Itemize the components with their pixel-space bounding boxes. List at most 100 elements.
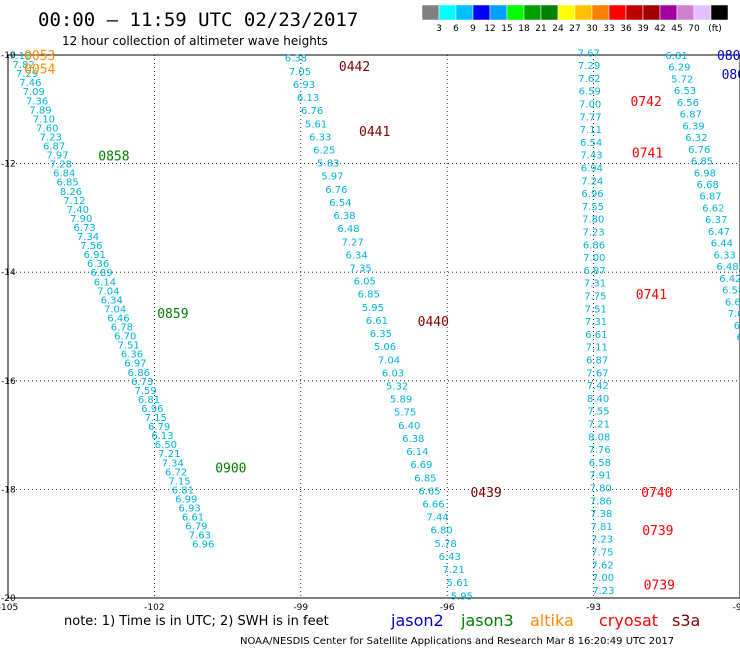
swh-value: 6.36 bbox=[121, 350, 143, 361]
legend-altika: altika bbox=[530, 611, 574, 630]
swh-value: 6.33 bbox=[309, 132, 331, 143]
swh-value: 7.91 bbox=[589, 471, 611, 482]
swh-value: 7.10 bbox=[33, 114, 55, 125]
swh-value: 7.63 bbox=[189, 531, 211, 542]
swh-value: 6.38 bbox=[402, 434, 424, 445]
units-note: note: 1) Time is in UTC; 2) SWH is in fe… bbox=[64, 614, 329, 629]
swh-value: 8.08 bbox=[588, 432, 610, 443]
swh-value: 6.69 bbox=[410, 460, 432, 471]
color-scale-label: 24 bbox=[552, 24, 564, 34]
color-swatch bbox=[693, 4, 712, 21]
swh-value: 7.00 bbox=[592, 573, 614, 584]
color-scale-label: 70 bbox=[688, 24, 700, 34]
swh-value: 7.00 bbox=[583, 253, 605, 264]
swh-value: 5.78 bbox=[435, 539, 457, 550]
swh-value: 7.62 bbox=[578, 74, 600, 85]
swh-value: 6.70 bbox=[114, 332, 136, 343]
swh-value: 6.34 bbox=[101, 295, 123, 306]
swh-value: 7.44 bbox=[426, 513, 448, 524]
swh-value: 7.86 bbox=[590, 496, 612, 507]
color-swatch bbox=[557, 4, 576, 21]
swh-value: 7.23 bbox=[40, 132, 62, 143]
y-tick-label: -18 bbox=[1, 485, 16, 495]
color-swatch bbox=[676, 4, 695, 21]
color-swatch bbox=[625, 4, 644, 21]
swh-value: 7.21 bbox=[158, 449, 180, 460]
color-scale-label: 45 bbox=[671, 24, 682, 34]
swh-value: 5.61 bbox=[447, 578, 469, 589]
swh-value: 7.82 bbox=[12, 60, 34, 71]
swh-value: 7.55 bbox=[582, 202, 604, 213]
color-scale-label: 12 bbox=[484, 24, 495, 34]
swh-value: 6.5 bbox=[737, 332, 740, 343]
swh-value: 6.46 bbox=[107, 313, 129, 324]
time-label: 0442 bbox=[339, 60, 370, 75]
swh-value: 7.60 bbox=[36, 123, 58, 134]
swh-value: 6.34 bbox=[345, 250, 367, 261]
swh-value: 5.32 bbox=[386, 382, 408, 393]
swh-value: 6.81 bbox=[172, 485, 194, 496]
swh-value: 6.87 bbox=[43, 142, 65, 153]
color-swatch bbox=[710, 4, 729, 21]
legend-s3a: s3a bbox=[672, 611, 700, 630]
color-scale-label: 3 bbox=[436, 24, 442, 34]
swh-value: 7.36 bbox=[26, 96, 48, 107]
time-label: 0900 bbox=[215, 462, 246, 477]
swh-value: 6.40 bbox=[398, 421, 420, 432]
swh-value: 6.42 bbox=[719, 274, 740, 285]
time-label: 0741 bbox=[636, 288, 667, 303]
swh-value: 6.85 bbox=[57, 178, 79, 189]
color-swatch bbox=[574, 4, 593, 21]
y-tick-label: -10 bbox=[1, 51, 16, 61]
swh-value: 7.23 bbox=[582, 227, 604, 238]
color-scale-label: 30 bbox=[586, 24, 598, 34]
plot-area: -105-102-99-96-93-90-10-12-14-16-18-207.… bbox=[0, 48, 740, 613]
swh-value: 6.39 bbox=[682, 121, 704, 132]
swh-value: 6.86 bbox=[128, 368, 150, 379]
swh-value: 6.25 bbox=[313, 145, 335, 156]
y-tick-label: -20 bbox=[1, 594, 16, 604]
swh-value: 7.04 bbox=[728, 309, 740, 320]
swh-value: 5.06 bbox=[374, 342, 396, 353]
swh-value: 6.43 bbox=[439, 552, 461, 563]
swh-value: 5.72 bbox=[671, 74, 693, 85]
swh-value: 7.67 bbox=[578, 48, 600, 59]
color-scale-label: (ft) bbox=[708, 24, 722, 34]
swh-value: 7.40 bbox=[67, 205, 89, 216]
swh-value: 6.89 bbox=[90, 268, 112, 279]
legend-jason2: jason2 bbox=[390, 611, 444, 630]
swh-value: 6.86 bbox=[583, 240, 605, 251]
swh-value: 7.55 bbox=[587, 407, 609, 418]
legend-cryosat: cryosat bbox=[599, 611, 658, 630]
swh-value: 6.65 bbox=[418, 486, 440, 497]
swh-value: 6.44 bbox=[711, 239, 733, 250]
swh-value: 7.00 bbox=[579, 99, 601, 110]
swh-value: 6.80 bbox=[430, 526, 452, 537]
plot-frame bbox=[7, 54, 740, 599]
time-label: 0440 bbox=[418, 315, 449, 330]
swh-value: 5.89 bbox=[390, 395, 412, 406]
swh-value: 6.33 bbox=[714, 250, 736, 261]
swh-value: 6.13 bbox=[151, 431, 173, 442]
swh-value: 7.51 bbox=[585, 304, 607, 315]
swh-value: 7.43 bbox=[580, 151, 602, 162]
swh-value: 6.66 bbox=[422, 500, 444, 511]
map-title: 00:00 – 11:59 UTC 02/23/2017 bbox=[38, 9, 358, 31]
swh-value: 6.76 bbox=[325, 185, 347, 196]
swh-value: 7.04 bbox=[104, 304, 126, 315]
swh-value: 7.90 bbox=[70, 214, 92, 225]
swh-value: 6.81 bbox=[138, 395, 160, 406]
swh-value: 7.27 bbox=[341, 237, 363, 248]
swh-value: 8.26 bbox=[60, 187, 82, 198]
color-scale-label: 15 bbox=[501, 24, 512, 34]
y-tick-label: -12 bbox=[1, 160, 16, 170]
swh-value: 7.12 bbox=[63, 196, 85, 207]
swh-value: 6.38 bbox=[333, 211, 355, 222]
swh-value: 6.29 bbox=[668, 63, 690, 74]
swh-value: 6.48 bbox=[716, 262, 738, 273]
swh-value: 6.98 bbox=[694, 168, 716, 179]
swh-value: 7.15 bbox=[145, 413, 167, 424]
swh-value: 6.79 bbox=[185, 522, 207, 533]
swh-value: 6.93 bbox=[293, 80, 315, 91]
time-label: 0859 bbox=[157, 307, 188, 322]
